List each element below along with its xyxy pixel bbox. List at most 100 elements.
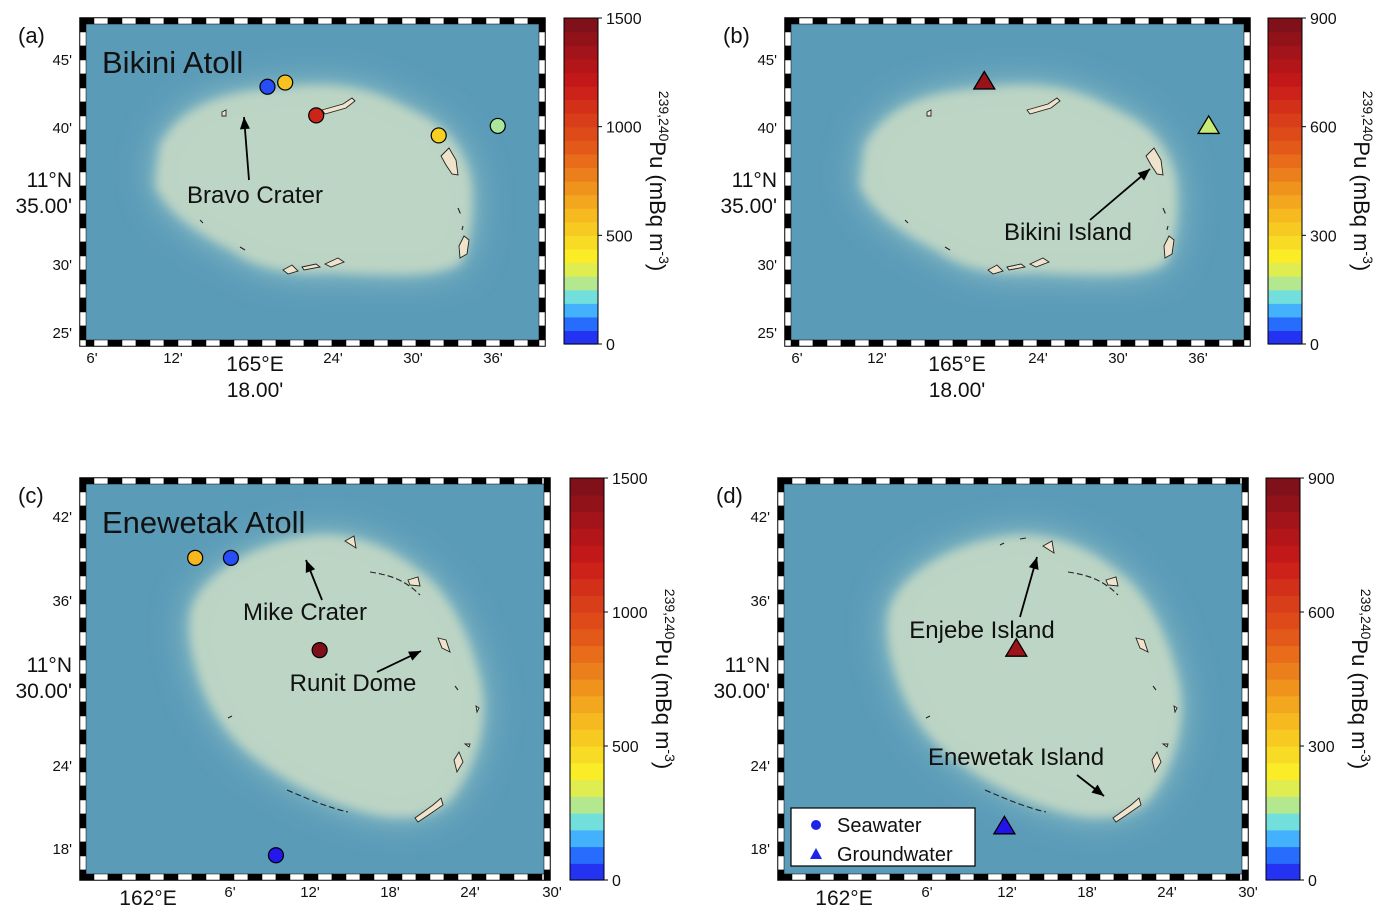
lat-min: 30.00' <box>15 680 72 703</box>
frame-tick <box>777 687 785 703</box>
island <box>1161 743 1169 748</box>
colorbar-band <box>570 863 604 881</box>
colorbar <box>1267 17 1306 345</box>
annotation-arrow-head <box>305 560 316 573</box>
frame-tick <box>952 17 968 25</box>
annotation-arrow-head <box>1137 169 1150 181</box>
frame-tick <box>485 17 501 25</box>
frame-tick <box>1057 873 1073 881</box>
lat-tick-label: 40' <box>757 120 777 137</box>
frame-tick <box>219 873 235 881</box>
frame-tick <box>1241 813 1249 829</box>
colorbar-band <box>564 181 598 196</box>
lat-tick-label: 42' <box>52 509 72 526</box>
frame-tick <box>543 603 551 619</box>
reef-line <box>457 207 462 216</box>
frame-tick <box>1169 873 1185 881</box>
island <box>414 797 444 823</box>
frame-tick <box>331 477 347 485</box>
panel-label: (d) <box>716 483 743 508</box>
frame-tick <box>79 17 87 33</box>
frame-tick <box>917 477 933 485</box>
frame-tick <box>543 799 551 815</box>
frame-tick <box>945 873 961 881</box>
lat-tick-label: 45' <box>52 52 72 69</box>
frame-tick <box>543 491 551 507</box>
frame-tick <box>543 477 551 493</box>
frame-tick <box>121 873 137 881</box>
colorbar-band <box>564 289 598 304</box>
annotation-label: Enewetak Island <box>928 744 1104 771</box>
frame-tick <box>107 17 123 25</box>
sup-exp: -3 <box>656 251 672 264</box>
frame-tick <box>1241 687 1249 703</box>
colorbar-band <box>1266 662 1300 680</box>
frame-tick <box>331 873 347 881</box>
frame-tick <box>1243 143 1251 159</box>
colorbar-band <box>1268 18 1302 33</box>
island <box>1026 97 1061 115</box>
colorbar-band <box>1268 31 1302 46</box>
frame-tick <box>889 873 905 881</box>
seawater-marker <box>277 74 294 91</box>
colorbar-band <box>1268 262 1302 277</box>
frame-tick <box>485 339 501 347</box>
lon-tick-label: 36' <box>483 350 503 367</box>
frame-tick <box>805 477 821 485</box>
colorbar-band <box>1266 746 1300 764</box>
annotation-label: Bikini Island <box>1004 219 1132 246</box>
frame-tick <box>910 339 926 347</box>
atoll-title: Enewetak Atoll <box>102 505 305 540</box>
frame-tick <box>959 477 975 485</box>
frame-tick <box>1078 339 1094 347</box>
frame-tick <box>1241 533 1249 549</box>
lat-tick-label: 25' <box>757 325 777 342</box>
frame-tick <box>924 17 940 25</box>
frame-tick <box>107 873 123 881</box>
frame-tick <box>538 115 546 131</box>
frame-tick <box>777 645 785 661</box>
map-content <box>785 18 1250 346</box>
lon-tick-label: 162°E <box>119 887 176 910</box>
reef-line <box>461 225 464 231</box>
frame-tick <box>784 73 792 89</box>
frame-tick <box>1071 477 1087 485</box>
frame-tick <box>79 505 87 521</box>
colorbar-band <box>1266 863 1300 881</box>
frame-tick <box>868 339 884 347</box>
legend-box <box>790 807 976 867</box>
lon-tick-label: 30' <box>542 884 562 901</box>
colorbar-band <box>564 167 598 182</box>
frame-tick <box>784 213 792 229</box>
frame-tick <box>543 757 551 773</box>
frame-tick <box>1141 477 1157 485</box>
frame-tick <box>79 143 87 159</box>
lon-tick-label: 36' <box>1188 350 1208 367</box>
frame-tick <box>1169 477 1185 485</box>
colorbar-band <box>1268 58 1302 73</box>
frame-tick <box>987 477 1003 485</box>
frame-tick <box>538 101 546 117</box>
colorbar-band <box>564 276 598 291</box>
frame-tick <box>1243 185 1251 201</box>
frame-tick <box>1029 477 1045 485</box>
lon-tick-label: 12' <box>867 350 887 367</box>
colorbar-band <box>1266 528 1300 546</box>
frame-tick <box>1241 645 1249 661</box>
frame-tick <box>247 17 263 25</box>
frame-tick <box>1241 757 1249 773</box>
island <box>463 743 471 748</box>
frame-tick <box>1148 17 1164 25</box>
frame-tick <box>777 785 785 801</box>
frame-tick <box>987 873 1003 881</box>
frame-tick <box>931 477 947 485</box>
frame-tick <box>538 269 546 285</box>
frame-tick <box>429 873 445 881</box>
frame-tick <box>79 589 87 605</box>
annotation-arrow-line <box>1089 168 1151 221</box>
frame-tick <box>784 311 792 327</box>
frame-tick <box>429 477 445 485</box>
frame-tick <box>79 325 87 341</box>
pu: Pu (mBq m <box>645 141 670 251</box>
frame-tick <box>798 339 814 347</box>
